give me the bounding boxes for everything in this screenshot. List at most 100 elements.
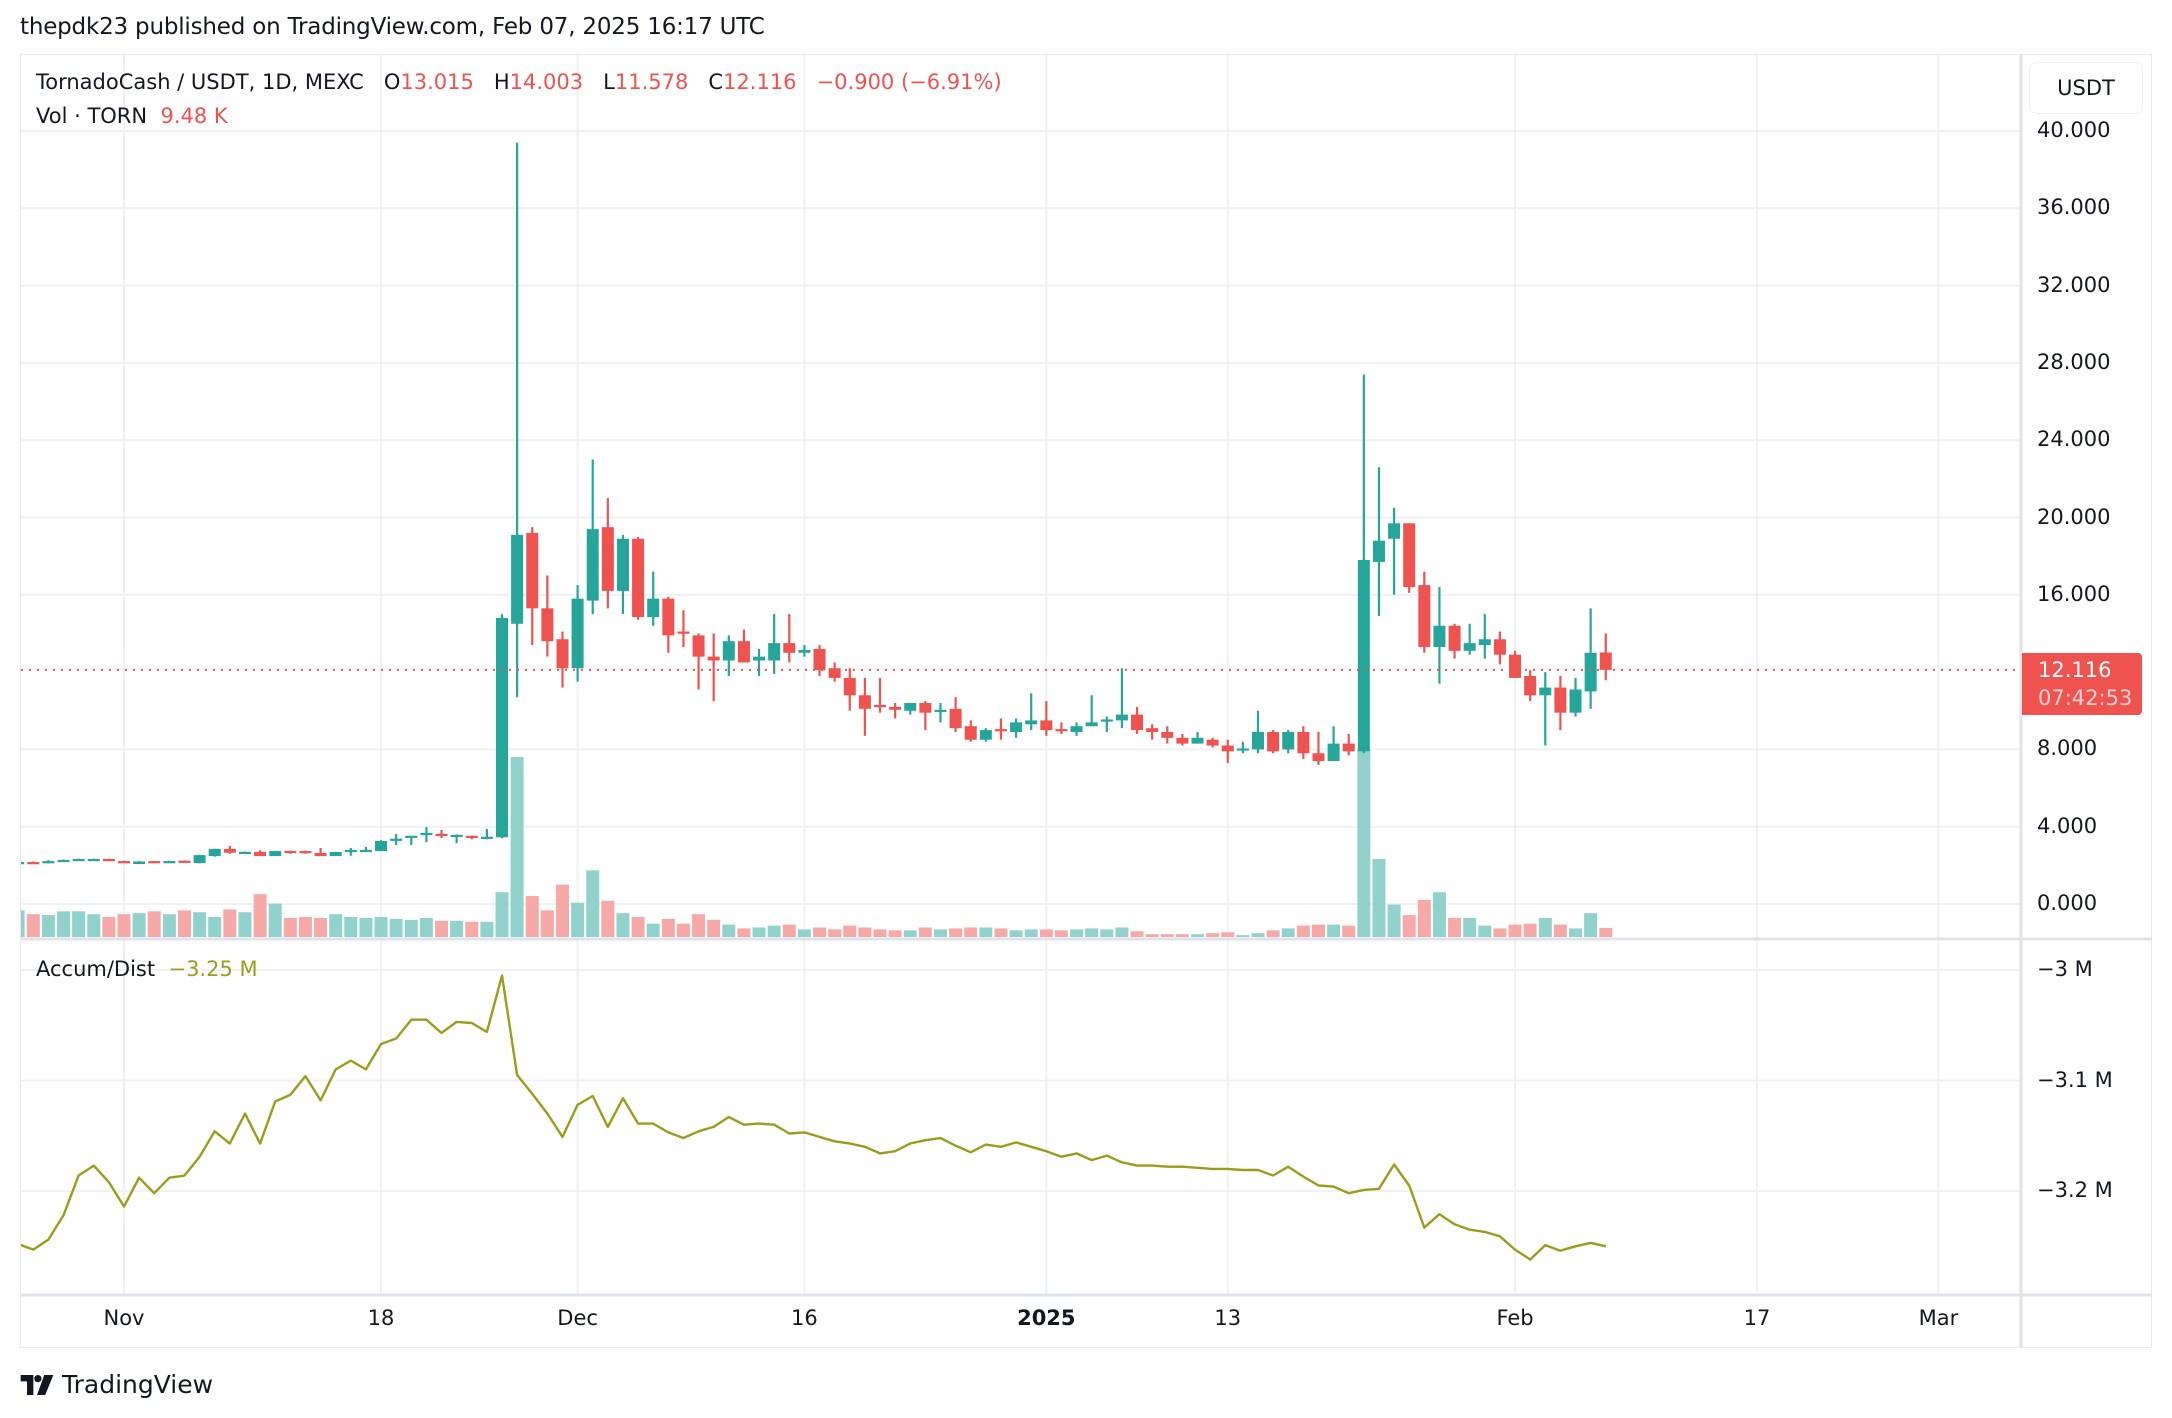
price-tick: 32.000	[2037, 272, 2111, 297]
candle-body	[57, 859, 70, 863]
candle-body	[934, 709, 947, 712]
volume-bar	[676, 923, 690, 937]
volume-bar	[1221, 932, 1235, 937]
candle-body	[329, 852, 342, 857]
candle-body	[1357, 560, 1370, 752]
candle-body	[979, 730, 992, 740]
volume-bar	[1281, 928, 1295, 937]
volume-bar	[737, 928, 751, 937]
candle-body	[1221, 745, 1234, 752]
volume-bar	[87, 914, 101, 937]
candle-body	[919, 703, 932, 713]
volume-bar	[344, 917, 358, 937]
candle-body	[889, 706, 902, 710]
volume-bar	[329, 914, 343, 937]
volume-bar	[994, 928, 1008, 937]
candle-body	[1599, 652, 1612, 670]
candle-body	[768, 643, 781, 661]
candle-body	[496, 617, 508, 838]
volume-bar	[646, 923, 660, 937]
brand-name: TradingView	[62, 1370, 214, 1399]
ad-label[interactable]: Accum/Dist	[36, 957, 156, 981]
candle-body	[828, 668, 841, 678]
volume-bar	[177, 910, 191, 937]
candle-body	[465, 835, 478, 838]
volume-bar	[616, 913, 630, 937]
price-tick: 8.000	[2037, 736, 2098, 761]
volume-bar	[1115, 927, 1129, 937]
candle-body	[299, 851, 312, 854]
volume-bar	[465, 921, 479, 937]
volume-bar	[193, 912, 207, 937]
volume-bar	[26, 914, 40, 937]
candle-body	[737, 641, 750, 663]
candle-body	[1418, 585, 1431, 647]
high-value: 14.003	[509, 70, 584, 94]
currency-button[interactable]: USDT	[2029, 62, 2143, 114]
volume-bar	[1191, 934, 1205, 937]
volume-bar	[1417, 899, 1431, 937]
candle-body	[1297, 732, 1310, 754]
candle-body	[254, 851, 267, 857]
candle-body	[616, 538, 629, 591]
volume-bar	[1039, 929, 1053, 937]
candle-body	[27, 862, 40, 865]
volume-bar	[903, 930, 917, 937]
volume-bar	[873, 929, 887, 937]
candle-body	[1433, 625, 1446, 647]
volume-bar	[1342, 925, 1356, 937]
candle-body	[1191, 737, 1204, 744]
volume-bar	[571, 902, 585, 937]
high-label: H	[493, 70, 510, 94]
candle-body	[722, 641, 735, 661]
volume-bar	[692, 914, 706, 937]
time-tick: Dec	[557, 1306, 598, 1330]
ad-tick: −3 M	[2037, 957, 2093, 981]
volume-legend: Vol · TORN 9.48 K	[36, 104, 228, 128]
candle-body	[102, 858, 115, 862]
volume-bar	[1251, 933, 1265, 937]
volume-bar	[1145, 934, 1159, 937]
candle-body	[753, 656, 766, 661]
candle-body	[1252, 732, 1264, 750]
tradingview-logo[interactable]: TradingView	[20, 1370, 213, 1399]
volume-bar	[540, 910, 554, 937]
candle-body	[405, 835, 418, 838]
volume-bar	[782, 924, 796, 937]
candle-body	[480, 836, 493, 839]
candle-body	[1055, 729, 1068, 732]
volume-bar	[419, 917, 433, 937]
candle-body	[87, 858, 100, 862]
candle-body	[269, 851, 282, 857]
volume-bar	[586, 870, 600, 937]
open-label: O	[383, 70, 401, 94]
volume-bar	[601, 900, 615, 937]
volume-bar	[253, 894, 267, 937]
candle-body	[1554, 687, 1567, 713]
volume-bar	[41, 915, 55, 937]
volume-bar	[223, 909, 237, 937]
ad-legend: Accum/Dist −3.25 M	[36, 957, 258, 981]
volume-bar	[767, 925, 781, 937]
price-tick: 0.000	[2037, 891, 2098, 915]
symbol-title[interactable]: TornadoCash / USDT, 1D, MEXC	[36, 70, 364, 94]
candle-body	[375, 841, 388, 852]
candle-body	[677, 631, 690, 634]
candle-body	[994, 729, 1007, 732]
time-tick: 16	[791, 1306, 818, 1330]
candle-body	[450, 834, 463, 838]
volume-bar	[404, 919, 418, 937]
volume-bar	[450, 920, 464, 937]
candle-body	[1493, 639, 1506, 655]
volume-bar	[1206, 933, 1220, 937]
volume-bar	[1054, 930, 1068, 937]
candle-body	[662, 598, 675, 636]
volume-bar	[797, 929, 811, 937]
candle-body	[1448, 625, 1461, 651]
candle-body	[1569, 689, 1582, 713]
volume-label[interactable]: Vol · TORN	[36, 104, 148, 128]
bar-countdown: 07:42:53	[2038, 686, 2133, 710]
candle-body	[435, 833, 448, 837]
volume-bar	[1311, 924, 1325, 937]
